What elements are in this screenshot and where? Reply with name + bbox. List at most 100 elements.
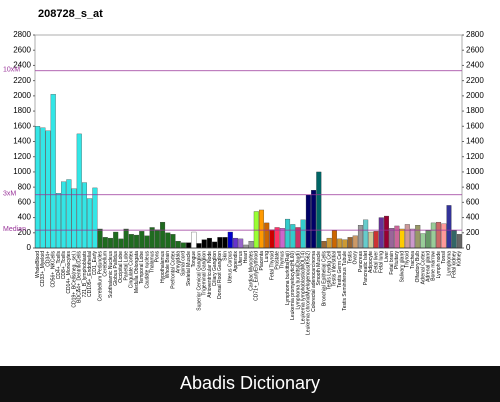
bar [212,241,218,249]
y-tick-label: 1200 [13,152,31,161]
bar [206,237,212,249]
bar [217,237,223,249]
bar [347,237,353,249]
x-tick-label: Colorectal adenocarcinoma [311,251,317,312]
x-tick-label: Fetal lung [379,251,385,273]
x-tick-label: Uterus Corpus [228,251,234,284]
x-tick-label: CD33+_Myeloid [40,251,46,287]
y-tick-label: 1600 [13,121,31,130]
x-tick-label: Cerebellum [103,251,109,277]
y2-tick-label: 2400 [466,61,484,70]
x-tick-label: Skin [222,251,228,261]
bar [436,221,442,249]
x-tick-label: Lymph node [436,251,442,279]
bar [446,205,452,249]
x-tick-label: Parietal Lobe [123,251,129,281]
x-tick-label: Cardiac Myocytes [248,251,254,291]
x-tick-label: CD71+_EarlyErythroid [254,251,260,301]
x-tick-label: Prefrontal Cortex [170,251,176,289]
y-tick-label: 2200 [13,76,31,85]
caption-band [0,366,500,402]
bar [102,237,108,249]
bar [139,231,145,249]
bar [222,237,228,249]
bar [342,239,348,249]
x-tick-label: Cingulate Cortex [129,251,135,289]
x-tick-label: Lung [264,251,270,262]
bar [269,229,275,249]
bar [87,198,93,249]
bar [404,224,410,249]
x-tick-label: Medulla Oblongata [134,251,140,293]
bar [425,230,431,249]
x-tick-label: Occipital Lobe [118,251,124,283]
bar [243,244,249,249]
bar [389,228,395,249]
bar [274,227,280,249]
bar [300,219,306,249]
x-tick-label: Thalamus [149,251,155,273]
x-tick-label: Thyroid [405,251,411,268]
x-tick-label: Olfactory Bulb [415,251,421,283]
x-tick-label: Testis [347,251,353,264]
bar [410,228,416,249]
x-tick-label: Pituitary [394,251,400,270]
plot-area [34,34,463,249]
bar [71,188,77,249]
y-tick-label: 600 [18,197,32,206]
bar [238,238,244,249]
y2-tick-label: 1600 [466,121,484,130]
bar [61,181,67,249]
bar [180,242,186,249]
bar [175,241,181,249]
x-tick-label: Superior Cervical Ganglion [196,251,202,311]
bar [415,225,421,249]
bar [76,133,82,249]
y2-tick-label: 2600 [466,45,484,54]
bar [441,223,447,249]
x-tick-label: CD14+_Monocytes [66,251,72,294]
bar [191,231,197,249]
x-tick-label: CD105+_Endothelial [87,251,93,297]
x-tick-label: Hypothalamus [160,251,166,283]
y2-tick-label: 600 [466,197,480,206]
x-tick-label: Leukemia promyelocytic(HL60) [290,251,296,320]
y2-tick-label: 0 [466,243,471,252]
x-tick-label: CD34+ [45,251,51,267]
bar [373,231,379,249]
x-tick-label: Lymphoma burkitts(Raji) [285,251,291,305]
bar [170,234,176,249]
bar [66,179,72,249]
reference-label: Median [3,226,26,233]
x-tick-label: CD4+_Tcells [56,251,62,280]
x-tick-label: Adipocyte [368,251,374,273]
bar [264,222,270,249]
bar [92,187,98,249]
bar [399,228,405,249]
x-tick-label: Salivary gland [399,251,405,283]
bar [363,219,369,249]
bar [316,171,322,249]
bar [357,225,363,249]
y-tick-label: 2600 [13,45,31,54]
x-tick-label: CD19+_BCells(neg._sel.) [71,251,77,308]
x-tick-label: WholeBlood [35,251,41,278]
x-tick-label: Tonsil [441,251,447,264]
x-tick-label: Tongue [191,251,197,268]
bar [420,233,426,249]
bar [160,221,166,249]
x-tick-label: Pancreatic Islet [363,250,369,285]
y-tick-label: 1800 [13,106,31,115]
y2-tick-label: 800 [466,182,480,191]
x-tick-label: Caudate nucleus [144,251,150,289]
y2-tick-label: 400 [466,213,480,222]
y-tick-label: 400 [18,213,32,222]
x-tick-label: Skeletal Muscle [186,251,192,286]
y-tick-label: 1000 [13,167,31,176]
reference-label: 3xM [3,191,16,198]
y-tick-label: 2800 [13,30,31,39]
bar [259,209,265,249]
x-tick-label: 721_B_lymphoblasts [82,251,88,298]
x-tick-label: CD1_Early [92,251,98,276]
